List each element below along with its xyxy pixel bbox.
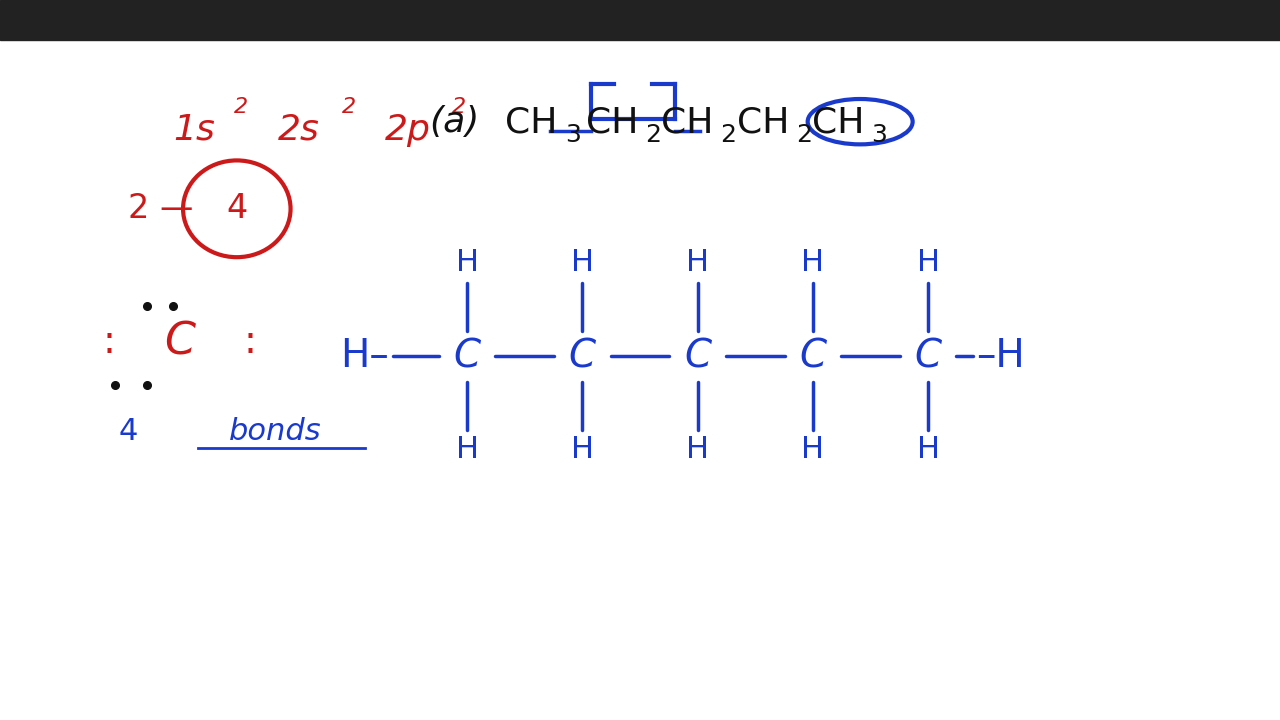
Text: C: C (568, 338, 596, 375)
Text: H: H (916, 248, 940, 277)
Text: H: H (801, 436, 824, 464)
Text: CH: CH (813, 105, 864, 140)
Text: H: H (801, 248, 824, 277)
Text: :: : (243, 323, 256, 361)
Text: 2: 2 (452, 96, 466, 117)
Text: C: C (914, 338, 942, 375)
Text: CH: CH (662, 105, 713, 140)
Text: 3: 3 (566, 123, 581, 148)
Text: 1s: 1s (173, 112, 215, 147)
Bar (0, 0, 1280, 40)
Text: C: C (684, 338, 712, 375)
Text: 2p: 2p (385, 112, 431, 147)
Text: 2 —: 2 — (128, 192, 193, 225)
Text: 2: 2 (721, 123, 736, 148)
Text: bonds: bonds (229, 418, 321, 446)
Text: –H: –H (977, 338, 1025, 375)
Text: H: H (456, 436, 479, 464)
Text: H: H (916, 436, 940, 464)
Text: 4: 4 (227, 192, 247, 225)
Text: 2s: 2s (278, 112, 320, 147)
Text: H–: H– (340, 338, 389, 375)
Text: C: C (164, 320, 195, 364)
Text: 2: 2 (796, 123, 812, 148)
Text: 4: 4 (118, 418, 138, 446)
Text: CH: CH (506, 105, 557, 140)
Text: C: C (453, 338, 481, 375)
Text: H: H (686, 248, 709, 277)
Text: 2: 2 (234, 96, 248, 117)
Text: 2: 2 (342, 96, 356, 117)
Text: CH: CH (586, 105, 637, 140)
Text: H: H (571, 436, 594, 464)
Text: H: H (571, 248, 594, 277)
Text: C: C (799, 338, 827, 375)
Text: 2: 2 (645, 123, 660, 148)
Text: (a): (a) (429, 105, 480, 140)
Text: 3: 3 (872, 123, 887, 148)
Text: CH: CH (737, 105, 788, 140)
Text: H: H (686, 436, 709, 464)
Text: H: H (456, 248, 479, 277)
Text: :: : (102, 323, 115, 361)
